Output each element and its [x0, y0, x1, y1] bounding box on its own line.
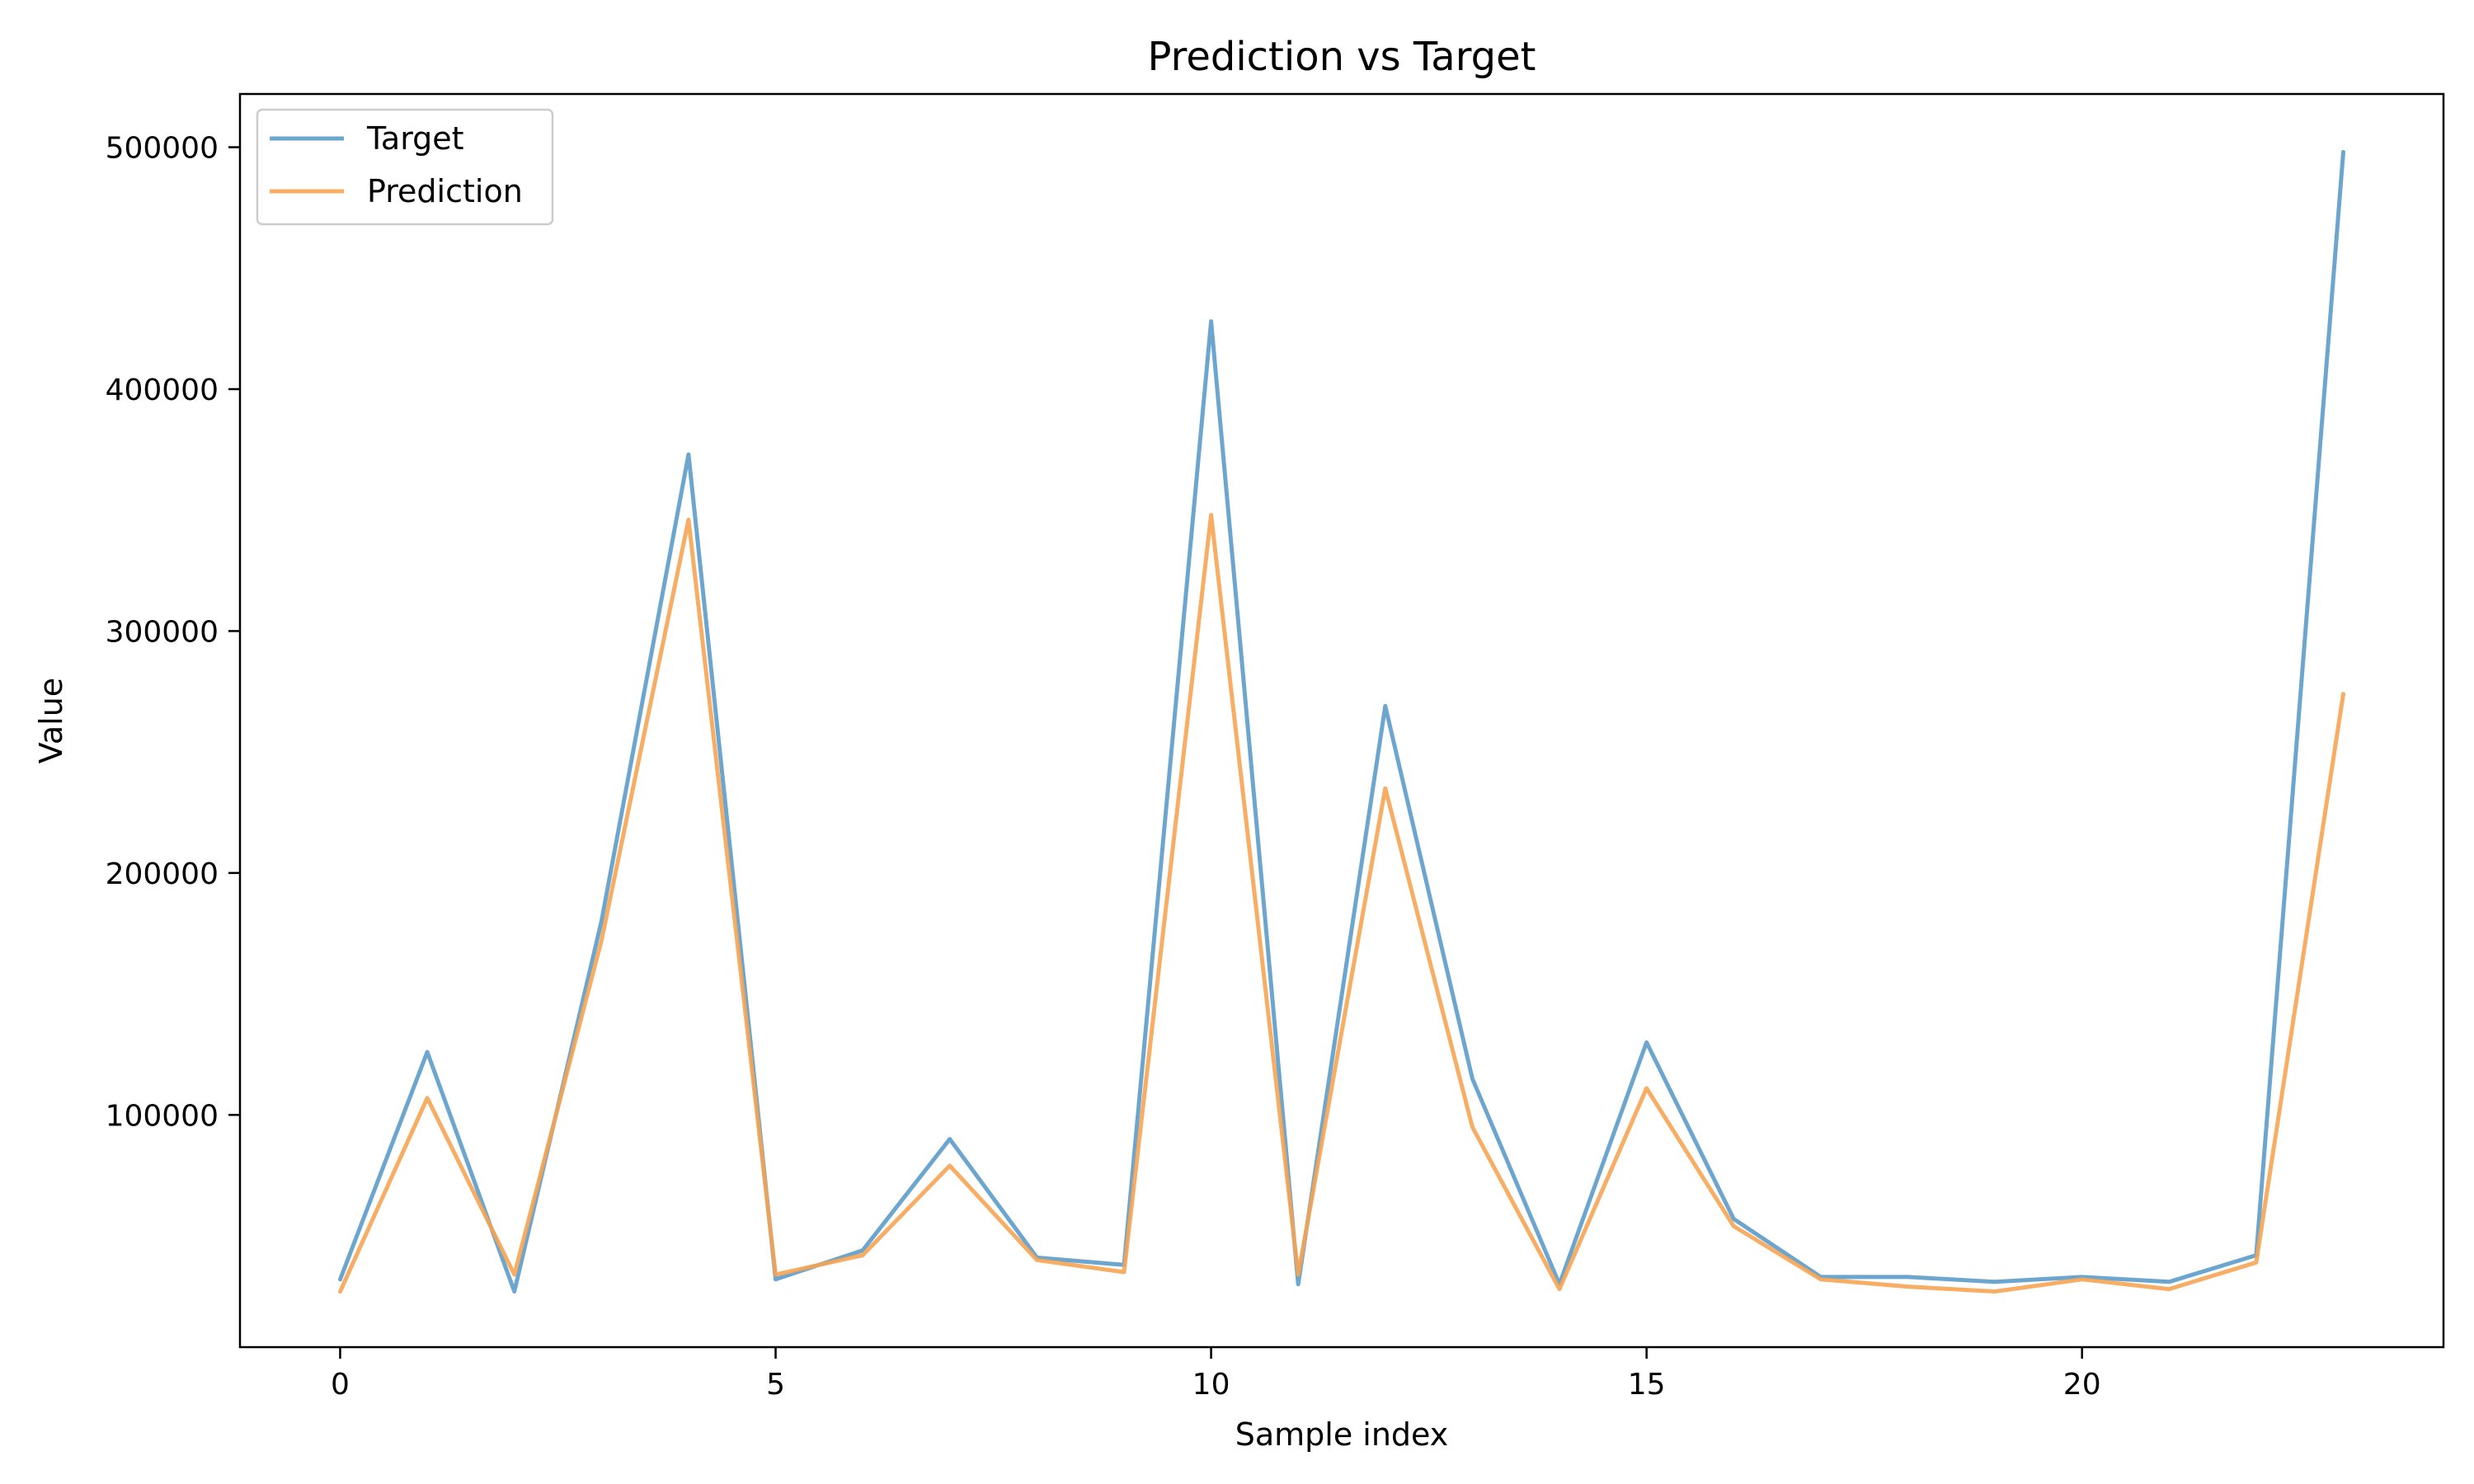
x-tick-label: 5	[766, 1368, 785, 1402]
chart-title: Prediction vs Target	[1148, 34, 1536, 80]
y-axis-ticks: 100000 200000 300000 400000 500000	[106, 132, 240, 1133]
legend: Target Prediction	[256, 108, 554, 226]
legend-label-target: Target	[366, 120, 464, 157]
legend-label-prediction: Prediction	[367, 173, 523, 209]
y-tick-label: 300000	[106, 615, 219, 649]
plot-frame	[238, 92, 2445, 1349]
y-tick-label: 200000	[106, 857, 219, 891]
x-tick-label: 0	[331, 1368, 350, 1402]
x-axis-ticks: 0 5 10 15 20	[331, 1347, 2101, 1402]
y-tick-label: 500000	[106, 132, 219, 166]
x-tick-label: 20	[2063, 1368, 2101, 1402]
x-axis-label: Sample index	[1235, 1416, 1449, 1453]
y-tick-label: 100000	[106, 1099, 219, 1133]
x-tick-label: 15	[1628, 1368, 1666, 1402]
y-tick-label: 400000	[106, 373, 219, 407]
x-tick-label: 10	[1192, 1368, 1230, 1402]
series-line-prediction	[338, 513, 2345, 1294]
y-axis-label: Value	[33, 678, 69, 763]
series-line-target	[338, 149, 2345, 1294]
series-group	[338, 149, 2345, 1294]
